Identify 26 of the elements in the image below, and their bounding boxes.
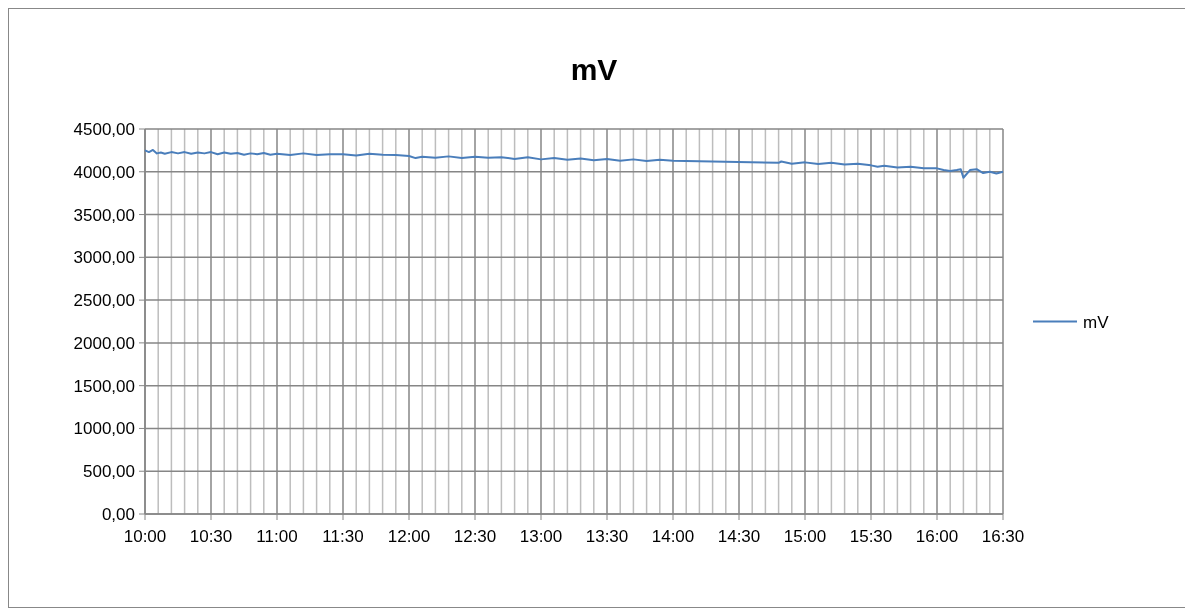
x-tick-label: 10:30 (189, 527, 233, 546)
y-tick-label: 3500,00 (73, 205, 135, 225)
x-tick-label: 14:30 (717, 527, 761, 546)
x-tick-label: 13:00 (519, 527, 563, 546)
chart-title: mV (570, 53, 618, 86)
x-tick-label: 13:30 (585, 527, 629, 546)
x-tick-label: 12:00 (387, 527, 431, 546)
y-tick-label: 4500,00 (73, 120, 135, 139)
y-tick-label: 1500,00 (73, 376, 135, 396)
y-tick-label: 1000,00 (73, 419, 135, 439)
x-tick-label: 10:00 (123, 527, 167, 546)
y-tick-label: 500,00 (83, 462, 135, 482)
x-tick-label: 16:30 (981, 527, 1025, 546)
x-tick-label: 11:30 (322, 527, 364, 546)
x-tick-label: 11:00 (256, 527, 298, 546)
y-tick-label: 2500,00 (73, 291, 135, 311)
y-tick-label: 2000,00 (73, 333, 135, 353)
x-tick-label: 15:30 (849, 527, 893, 546)
y-tick-label: 0,00 (101, 505, 135, 524)
x-tick-label: 14:00 (651, 527, 695, 546)
y-tick-label: 4000,00 (73, 162, 135, 182)
x-tick-label: 12:30 (453, 527, 497, 546)
legend-label: mV (1083, 312, 1110, 332)
x-tick-label: 15:00 (783, 527, 827, 546)
y-tick-label: 3000,00 (73, 248, 135, 268)
x-tick-label: 16:00 (915, 527, 959, 546)
